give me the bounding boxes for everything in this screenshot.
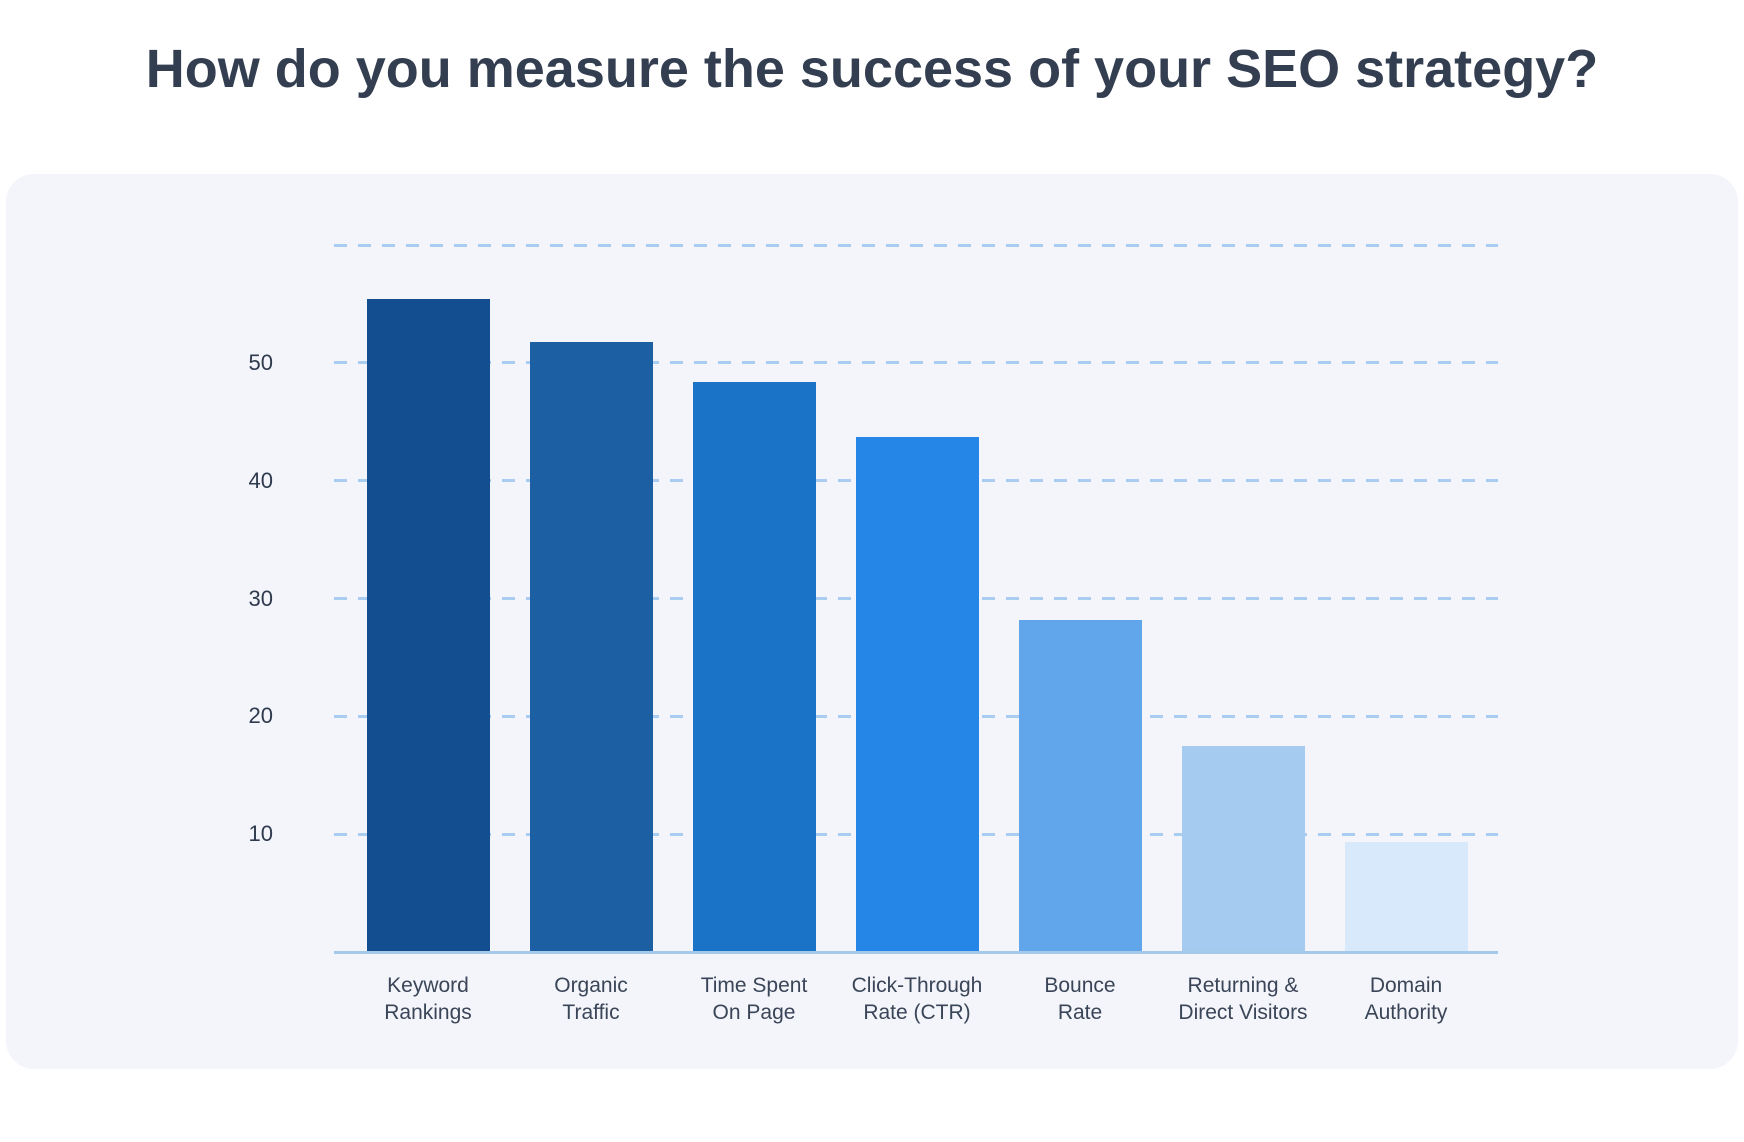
bar-organic-traffic: [529, 341, 653, 952]
category-label-time-spent-on-page: Time Spent On Page: [649, 972, 859, 1026]
category-label-line: On Page: [712, 1001, 796, 1024]
category-label-line: Authority: [1364, 1001, 1448, 1024]
chart-card: 10 20 30 40 50 Keyword Rankings Organic Traffic T…: [6, 174, 1738, 1069]
bar-time-spent-on-page: [692, 381, 816, 952]
category-label-line: Rankings: [384, 1001, 472, 1024]
category-label-returning-direct-visitors: Returning & Direct Visitors: [1138, 972, 1348, 1026]
y-tick-label: 10: [248, 821, 273, 847]
bar-bounce-rate: [1018, 619, 1142, 952]
x-axis-line: [334, 950, 1498, 954]
category-label-line: Rate: [1057, 1001, 1103, 1024]
gridline-60: [334, 243, 1498, 247]
category-label-line: Domain: [1369, 974, 1443, 997]
gridline-50: [334, 361, 1498, 365]
category-label-line: Returning &: [1187, 974, 1299, 997]
y-tick-label: 40: [248, 467, 273, 493]
category-label-organic-traffic: Organic Traffic: [486, 972, 696, 1026]
y-tick-label: 30: [248, 585, 273, 611]
y-tick-label: 20: [248, 703, 273, 729]
category-label-domain-authority: Domain Authority: [1301, 972, 1511, 1026]
bar-returning-direct-visitors: [1181, 745, 1305, 952]
category-label-line: Rate (CTR): [863, 1001, 971, 1024]
category-label-line: Click-Through: [851, 974, 983, 997]
y-tick-label: 50: [248, 349, 273, 375]
bar-keyword-rankings: [366, 299, 490, 952]
category-label-keyword-rankings: Keyword Rankings: [323, 972, 533, 1026]
category-label-line: Keyword: [387, 974, 469, 997]
bar-domain-authority: [1344, 842, 1468, 952]
category-label-click-through-rate-ctr: Click-Through Rate (CTR): [812, 972, 1022, 1026]
category-label-line: Time Spent: [700, 974, 808, 997]
bar-chart: 10 20 30 40 50 Keyword Rankings Organic Traffic T…: [6, 174, 1738, 1069]
category-label-line: Traffic: [562, 1001, 620, 1024]
category-label-bounce-rate: Bounce Rate: [975, 972, 1185, 1026]
category-label-line: Direct Visitors: [1178, 1001, 1308, 1024]
chart-title: How do you measure the success of your S…: [145, 39, 1599, 99]
bar-click-through-rate-ctr: [855, 437, 979, 952]
category-label-line: Bounce: [1044, 974, 1116, 997]
category-label-line: Organic: [554, 974, 628, 997]
